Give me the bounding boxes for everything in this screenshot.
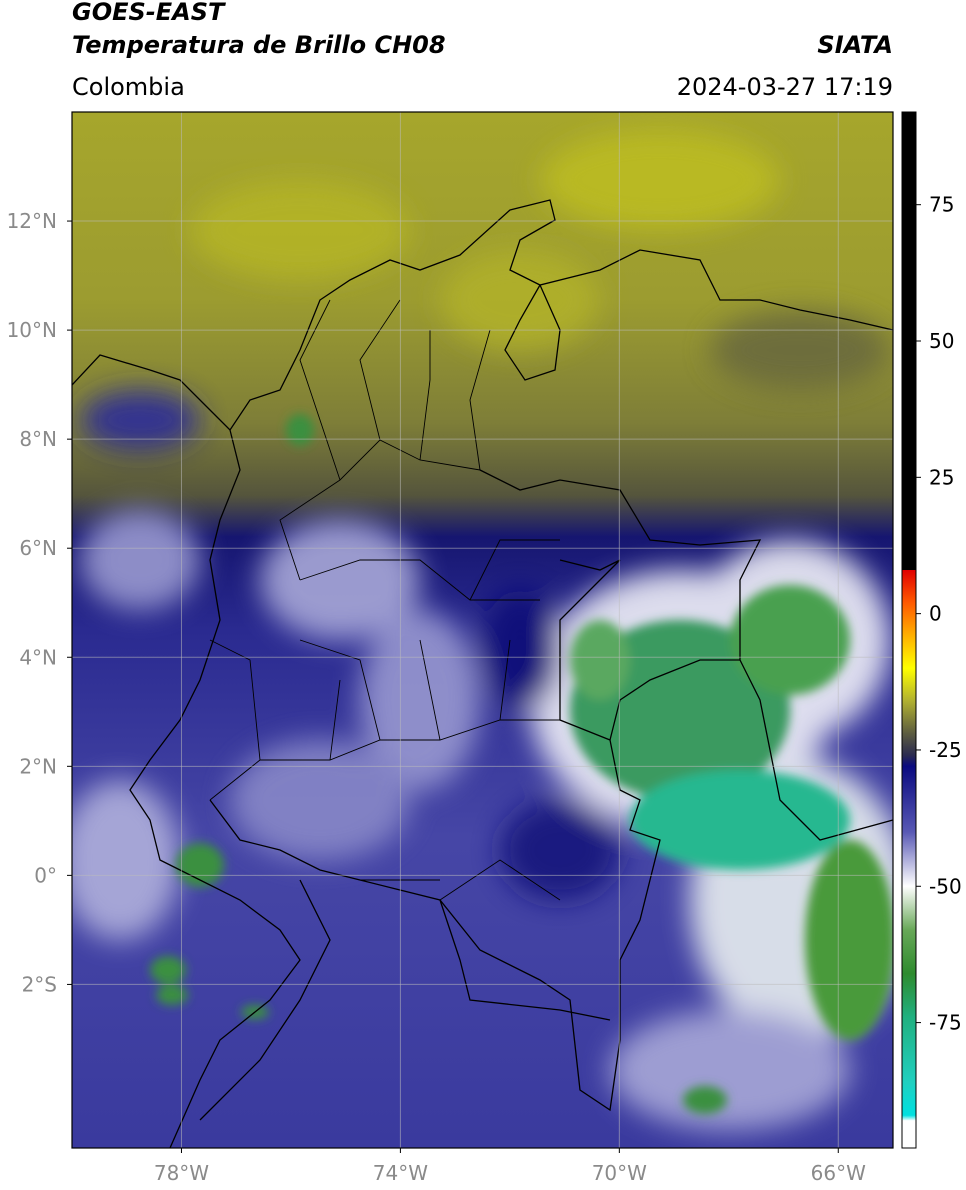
y-tick-label: 10°N <box>7 318 57 342</box>
y-tick-label: 12°N <box>7 209 57 233</box>
timestamp: 2024-03-27 17:19 <box>677 73 893 101</box>
map-frame <box>71 111 894 1149</box>
y-tick-label: 0° <box>34 863 57 887</box>
y-tick-label: 4°N <box>19 645 57 669</box>
title: GOES-EAST <box>72 0 226 26</box>
colorbar-label: -75 <box>929 1011 962 1035</box>
y-tick-label: 2°N <box>19 754 57 778</box>
colorbar-label: 75 <box>929 193 954 217</box>
colorbar-label: -50 <box>929 874 962 898</box>
x-tick-label: 66°W <box>811 1161 866 1185</box>
colorbar-label: 25 <box>929 465 954 489</box>
colorbar-label: 50 <box>929 329 954 353</box>
y-tick-label: 8°N <box>19 427 57 451</box>
region: Colombia <box>72 73 185 101</box>
x-tick-label: 74°W <box>373 1161 428 1185</box>
x-tick-label: 70°W <box>592 1161 647 1185</box>
y-tick-label: 2°S <box>22 972 57 996</box>
colorbar-label: -25 <box>929 738 962 762</box>
subtitle: Temperatura de Brillo CH08 <box>72 31 446 59</box>
colorbar <box>901 111 917 1149</box>
y-tick-label: 6°N <box>19 536 57 560</box>
x-tick-label: 78°W <box>154 1161 209 1185</box>
source: SIATA <box>817 31 893 59</box>
colorbar-label: 0 <box>929 602 942 626</box>
satellite-image <box>72 112 893 1148</box>
